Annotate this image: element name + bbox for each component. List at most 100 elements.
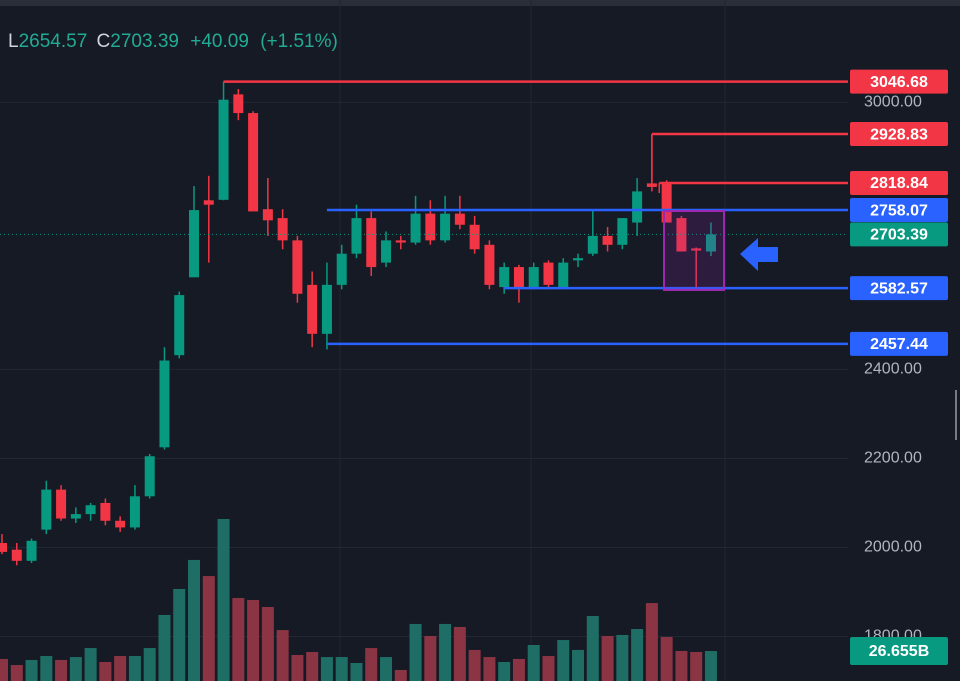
candle-body (499, 267, 510, 288)
candle-body (587, 235, 598, 254)
price-label-box (850, 69, 948, 94)
price-label: 3046.68 (870, 74, 928, 91)
candle-body (528, 267, 539, 288)
volume-bar (512, 658, 525, 681)
low-prefix: L (8, 31, 19, 52)
candle-body (691, 248, 702, 251)
candle-body (203, 200, 214, 205)
volume-label-box (850, 637, 948, 666)
change-pct: (+1.51%) (260, 31, 338, 52)
volume-bar (380, 657, 393, 681)
price-label: 2928.83 (870, 126, 928, 143)
candle-body (233, 94, 244, 114)
last-price-box (850, 222, 948, 247)
last-price-label: 2703.39 (870, 227, 928, 244)
candle-body (632, 191, 643, 223)
candle-body (26, 540, 37, 561)
volume-bar (69, 657, 82, 681)
y-tick-label: 2200.00 (864, 450, 922, 467)
candle-body (262, 209, 273, 221)
volume-bar (557, 640, 570, 681)
candle-body (440, 213, 451, 241)
volume-bar (0, 658, 8, 681)
volume-bar (498, 661, 511, 681)
candle-body (661, 183, 672, 223)
volume-bar (55, 659, 68, 681)
candle-body (646, 183, 657, 187)
volume-bar (188, 559, 201, 681)
volume-bar (527, 645, 540, 681)
chart-header: L2654.57 C2703.39 +40.09 (+1.51%) (8, 31, 338, 52)
volume-bar (247, 600, 260, 681)
candle-body (454, 213, 465, 225)
candle-body (218, 99, 229, 200)
volume-bar (365, 648, 378, 681)
volume-bar (690, 651, 703, 681)
volume-bar (114, 656, 127, 681)
candle-body (366, 218, 377, 268)
volume-bar (173, 588, 186, 681)
vertical-grid (339, 0, 726, 681)
volume-bar (10, 665, 23, 681)
candle-body (159, 360, 170, 448)
handle (955, 390, 957, 440)
volume-label: 26.655B (869, 643, 930, 660)
candle-body (425, 213, 436, 241)
volume-bar (704, 651, 717, 681)
candle-body (484, 244, 495, 285)
volume-bar (143, 648, 156, 681)
plot: 1800.002000.002200.002400.003000.003046.… (0, 69, 948, 681)
y-tick-label: 2400.00 (864, 361, 922, 378)
candle-body (0, 543, 7, 552)
volume-bar (616, 634, 629, 681)
top-bar (0, 0, 960, 6)
candle-body (115, 520, 126, 528)
volume-bar (660, 637, 673, 681)
scroll-handle (955, 390, 957, 440)
price-label-box (850, 276, 948, 301)
candle-body (41, 489, 52, 530)
candle-body (129, 496, 140, 528)
candle-body (70, 514, 81, 519)
volume-bar (217, 519, 230, 681)
candle-body (100, 502, 111, 521)
candle-body (336, 253, 347, 285)
price-label: 2758.07 (870, 202, 928, 219)
close-value: 2703.39 (110, 31, 179, 52)
candle-body (307, 284, 318, 334)
candle-body (395, 240, 406, 243)
volume-bar (158, 614, 171, 681)
volume-bar (202, 576, 215, 681)
candle-body (543, 262, 554, 285)
volume-bar (128, 656, 141, 681)
candle-body (410, 213, 421, 243)
volume-bar (483, 657, 496, 681)
volume-bar (232, 597, 245, 681)
candle-body (617, 218, 628, 245)
volume-bar (40, 656, 53, 681)
volume-bar (601, 636, 614, 681)
change: +40.09 (190, 31, 249, 52)
candle-body (705, 234, 716, 252)
volume-bar (276, 630, 289, 681)
candle-body (56, 489, 67, 519)
candle-body (573, 258, 584, 261)
volume-bar (350, 663, 363, 681)
y-tick-label: 2000.00 (864, 539, 922, 556)
price-label-box (850, 122, 948, 147)
low-value: 2654.57 (19, 31, 88, 52)
candle-body (676, 218, 687, 252)
volume-bar (542, 656, 555, 681)
volume-bar (25, 659, 38, 681)
volume-bar (99, 661, 112, 681)
price-label: 2818.84 (870, 175, 928, 192)
volume-bar (675, 650, 688, 681)
candle-body (144, 456, 155, 497)
volume-bar (631, 629, 644, 681)
volume-bar (291, 655, 304, 681)
candle-body (85, 505, 96, 515)
price-label: 2582.57 (870, 280, 928, 297)
volume-bar (439, 623, 452, 681)
